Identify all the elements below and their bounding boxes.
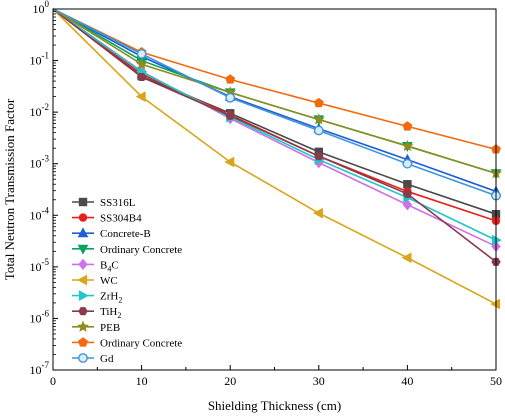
data-point-peb-8-x10 xyxy=(135,57,148,70)
data-point-wc-5-x50 xyxy=(490,298,501,310)
legend-marker xyxy=(77,244,89,255)
series-line-tih2-7 xyxy=(52,8,497,263)
y-tick-label: 10-6 xyxy=(30,308,50,325)
data-point-ordinary-concrete-9-x20 xyxy=(225,74,236,84)
data-point-tih2-7-x40 xyxy=(402,189,413,198)
legend-label: ZrH2 xyxy=(100,291,122,305)
data-point-peb-8-x40 xyxy=(401,139,414,152)
legend-marker xyxy=(78,307,88,316)
legend-label: B4C xyxy=(100,259,119,273)
data-point-ss316l-0-x30 xyxy=(314,147,323,157)
series-line-wc-5 xyxy=(52,8,497,305)
x-tick-label: 40 xyxy=(401,374,413,388)
legend-item-ordinary-concrete-3: Ordinary Concrete xyxy=(72,244,182,256)
legend-marker xyxy=(78,197,88,207)
x-axis-title: Shielding Thickness (cm) xyxy=(208,398,341,413)
series-line-peb-8 xyxy=(52,8,497,175)
legend-label: PEB xyxy=(100,322,120,334)
legend-marker xyxy=(77,320,89,332)
data-point-b4c-4-x40 xyxy=(402,199,413,211)
legend-item-ss304b4-1: SS304B4 xyxy=(72,213,142,225)
legend-item-b4c-4: B4C xyxy=(72,258,119,273)
y-tick-label: 10-7 xyxy=(30,360,50,377)
series-line-ordinary-concrete-9 xyxy=(52,8,497,151)
y-tick-label: 10-4 xyxy=(30,205,50,222)
data-point-gd-10-x40 xyxy=(402,158,413,169)
legend-label: Concrete-B xyxy=(100,228,151,240)
x-tick-label: 50 xyxy=(490,374,502,388)
legend-item-tih2-7: TiH2 xyxy=(72,306,121,320)
legend-marker xyxy=(78,258,88,271)
legend-label: TiH2 xyxy=(100,306,121,320)
y-axis: 100 10-1 10-2 10-3 10-4 10-5 10-6 10-7 xyxy=(30,0,58,377)
y-tick-label: 10-1 xyxy=(30,51,50,68)
legend-label: Ordinary Concrete xyxy=(100,244,182,256)
legend-item-gd-10: Gd xyxy=(72,353,114,365)
data-point-gd-10-x30 xyxy=(313,125,324,136)
data-point-tih2-7-x10 xyxy=(136,72,147,82)
legend-item-peb-8: PEB xyxy=(72,320,120,334)
legend-marker xyxy=(77,274,88,286)
y-tick-label: 10-3 xyxy=(30,154,50,171)
legend-marker xyxy=(78,353,88,363)
data-point-ss316l-0-x40 xyxy=(403,180,412,189)
legend-label: Gd xyxy=(100,353,114,365)
series-concrete-b-2 xyxy=(52,8,502,196)
legend-item-ordinary-concrete-9: Ordinary Concrete xyxy=(72,337,182,349)
legend-label: WC xyxy=(100,275,118,287)
x-tick-label: 0 xyxy=(50,374,56,388)
legend-label: SS316L xyxy=(100,197,136,209)
series-line-gd-10 xyxy=(52,8,497,197)
data-point-zrh2-6-x50 xyxy=(491,234,502,246)
legend-label: Ordinary Concrete xyxy=(100,337,182,349)
data-point-ordinary-concrete-9-x30 xyxy=(313,97,324,108)
data-point-wc-5-x40 xyxy=(401,252,412,264)
legend-marker xyxy=(78,337,88,347)
series-wc-5 xyxy=(52,8,501,310)
data-point-wc-5-x10 xyxy=(135,91,146,102)
legend: SS316L SS304B4 Concrete-B Ordinary Concrete… xyxy=(72,197,182,365)
legend-marker xyxy=(78,213,88,222)
data-point-tih2-7-x20 xyxy=(225,111,235,120)
series-ordinary-concrete-3 xyxy=(52,8,502,180)
legend-label: SS304B4 xyxy=(100,213,142,225)
data-point-wc-5-x30 xyxy=(312,207,323,219)
data-layer xyxy=(52,8,502,310)
y-tick-label: 100 xyxy=(33,0,50,16)
data-point-tih2-7-x30 xyxy=(314,152,324,161)
legend-item-wc-5: WC xyxy=(72,274,118,287)
data-point-wc-5-x20 xyxy=(224,156,235,168)
series-gd-10 xyxy=(52,8,501,201)
series-tih2-7 xyxy=(52,8,501,266)
x-tick-label: 10 xyxy=(136,374,148,388)
y-tick-label: 10-2 xyxy=(30,102,50,119)
y-axis-title: Total Neutron Transmission Factor xyxy=(2,98,17,280)
legend-item-ss316l-0: SS316L xyxy=(72,197,136,209)
x-tick-label: 30 xyxy=(313,374,325,388)
data-point-ordinary-concrete-9-x40 xyxy=(402,121,413,131)
legend-marker xyxy=(77,227,89,238)
legend-marker xyxy=(78,290,89,301)
data-point-gd-10-x20 xyxy=(225,92,236,103)
series-peb-8 xyxy=(52,8,502,179)
legend-item-concrete-b-2: Concrete-B xyxy=(72,227,151,240)
x-tick-label: 20 xyxy=(224,374,236,388)
series-line-concrete-b-2 xyxy=(52,8,497,193)
data-point-gd-10-x10 xyxy=(136,48,147,59)
x-axis: 0 10 20 30 40 50 xyxy=(50,365,502,388)
series-line-ss316l-0 xyxy=(52,8,497,215)
data-point-peb-8-x30 xyxy=(312,113,325,125)
legend-item-zrh2-6: ZrH2 xyxy=(72,290,122,305)
y-tick-label: 10-5 xyxy=(30,257,50,274)
series-ordinary-concrete-9 xyxy=(52,8,501,154)
